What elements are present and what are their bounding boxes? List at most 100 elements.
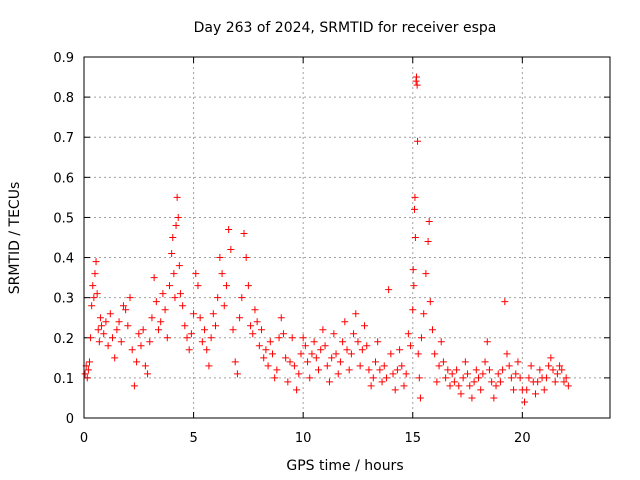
data-point [564, 382, 572, 390]
data-point [391, 386, 399, 394]
data-point [304, 358, 312, 366]
data-point [374, 338, 382, 346]
data-point [190, 310, 198, 318]
data-point [251, 306, 259, 314]
data-point [514, 358, 522, 366]
data-point [111, 354, 119, 362]
data-point [339, 338, 347, 346]
y-tick-label: 0.8 [53, 91, 74, 106]
data-point [435, 362, 443, 370]
data-point [503, 350, 511, 358]
data-point [312, 354, 320, 362]
data-point [113, 326, 121, 334]
data-point [424, 238, 432, 246]
x-axis-label: GPS time / hours [286, 458, 403, 474]
data-point [173, 193, 181, 201]
data-point [358, 346, 366, 354]
data-point [119, 302, 127, 310]
data-point [479, 370, 487, 378]
data-point [104, 342, 112, 350]
data-point [290, 362, 298, 370]
data-point [501, 298, 509, 306]
data-point [172, 221, 180, 229]
data-point [238, 294, 246, 302]
y-tick-label: 0.1 [53, 372, 74, 387]
data-point [264, 362, 272, 370]
data-point [416, 394, 424, 402]
data-point [560, 378, 568, 386]
data-point [152, 298, 160, 306]
data-point [425, 217, 433, 225]
data-point [253, 318, 261, 326]
data-point [433, 378, 441, 386]
data-point [334, 370, 342, 378]
data-point [115, 318, 123, 326]
y-tick-label: 0.9 [53, 51, 74, 66]
data-point [457, 390, 465, 398]
data-point [352, 310, 360, 318]
data-point [363, 342, 371, 350]
data-point [128, 346, 136, 354]
data-point [137, 342, 145, 350]
data-point [205, 362, 213, 370]
data-point [468, 394, 476, 402]
data-point [413, 81, 421, 89]
data-point [411, 205, 419, 213]
data-point [148, 314, 156, 322]
data-point [507, 374, 515, 382]
data-point [536, 366, 544, 374]
data-point [85, 358, 93, 366]
data-point [144, 370, 152, 378]
data-point [505, 362, 513, 370]
data-point [323, 362, 331, 370]
data-point [83, 374, 91, 382]
data-point [387, 350, 395, 358]
data-point [409, 266, 417, 274]
data-point [273, 366, 281, 374]
data-point [174, 213, 182, 221]
data-point [439, 358, 447, 366]
data-point [183, 334, 191, 342]
data-point [187, 330, 195, 338]
data-point [306, 374, 314, 382]
data-point [227, 246, 235, 254]
data-point [222, 282, 230, 290]
y-tick-label: 0.7 [53, 131, 74, 146]
data-point [523, 386, 531, 394]
data-point [317, 346, 325, 354]
data-point [494, 370, 502, 378]
data-point [418, 334, 426, 342]
data-point [470, 378, 478, 386]
data-point [301, 342, 309, 350]
data-point [207, 334, 215, 342]
data-point [297, 350, 305, 358]
data-point [393, 366, 401, 374]
data-point [168, 250, 176, 258]
data-point [214, 294, 222, 302]
data-point [365, 366, 373, 374]
data-point [282, 354, 290, 362]
data-point [209, 310, 217, 318]
data-point [496, 378, 504, 386]
data-point [170, 270, 178, 278]
data-point [247, 322, 255, 330]
data-point [84, 366, 92, 374]
data-point [179, 302, 187, 310]
data-point [310, 338, 318, 346]
x-tick-label: 15 [404, 431, 421, 446]
data-point [336, 358, 344, 366]
data-point [102, 318, 110, 326]
data-point [549, 366, 557, 374]
data-point [367, 382, 375, 390]
data-point [91, 270, 99, 278]
data-point [266, 338, 274, 346]
data-point [558, 366, 566, 374]
data-point [220, 302, 228, 310]
data-point [240, 229, 248, 237]
data-point [488, 378, 496, 386]
data-point [398, 362, 406, 370]
data-point [562, 374, 570, 382]
data-point [431, 350, 439, 358]
data-point [437, 338, 445, 346]
